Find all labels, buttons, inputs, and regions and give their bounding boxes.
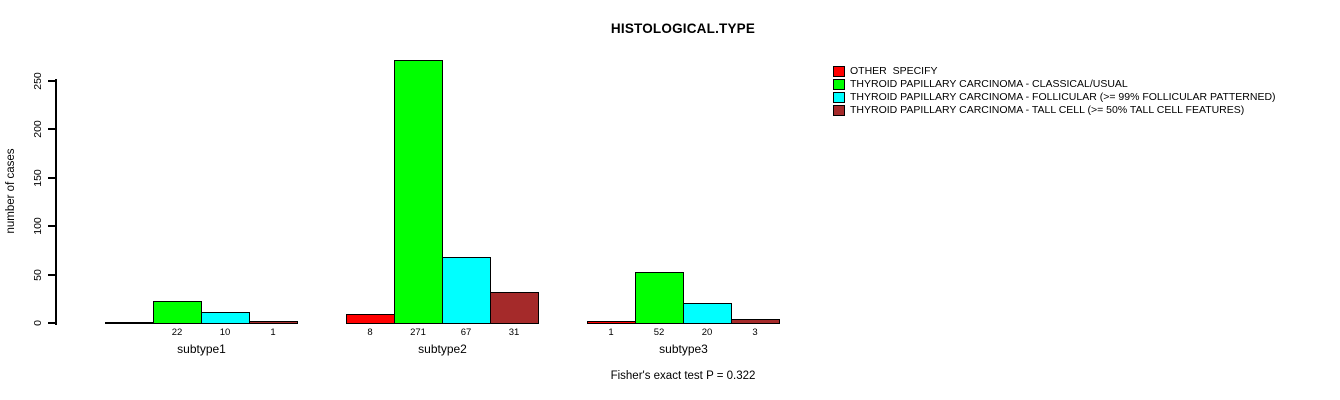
- legend-item: THYROID PAPILLARY CARCINOMA - TALL CELL …: [833, 104, 1276, 117]
- x-axis-group-label: subtype3: [659, 342, 708, 356]
- bar-value-label: 67: [460, 327, 472, 338]
- y-tick: [48, 225, 55, 227]
- bar-value-label: 52: [653, 327, 665, 338]
- y-tick: [48, 322, 55, 324]
- y-tick: [48, 177, 55, 179]
- bar: [442, 257, 491, 324]
- legend-swatch: [833, 105, 845, 116]
- bar-value-label: 1: [608, 327, 614, 338]
- bar-value-label: 1: [270, 327, 276, 338]
- bar-value-label: 31: [508, 327, 520, 338]
- bar: [201, 312, 250, 324]
- bar-value-label: 20: [701, 327, 713, 338]
- legend-swatch: [833, 66, 845, 77]
- chart-title: HISTOLOGICAL.TYPE: [610, 21, 756, 36]
- bar-value-label: 3: [752, 327, 758, 338]
- x-axis-group-label: subtype1: [177, 342, 226, 356]
- bar: [587, 321, 636, 324]
- bar: [394, 60, 443, 324]
- bar: [731, 319, 780, 324]
- y-tick: [48, 274, 55, 276]
- legend-item: OTHER SPECIFY: [833, 65, 1276, 78]
- bar: [635, 272, 684, 324]
- legend-swatch: [833, 92, 845, 103]
- legend: OTHER SPECIFY THYROID PAPILLARY CARCINOMA…: [833, 65, 1276, 117]
- bar: [346, 314, 395, 324]
- legend-label: THYROID PAPILLARY CARCINOMA - CLASSICAL/…: [850, 78, 1128, 90]
- bar: [490, 292, 539, 324]
- bar-value-label: 8: [367, 327, 373, 338]
- y-tick-label: 100: [32, 217, 44, 235]
- bar-value-label: 10: [219, 327, 231, 338]
- x-axis-group-label: subtype2: [418, 342, 467, 356]
- bar-value-label: 22: [171, 327, 183, 338]
- y-axis-line: [55, 79, 57, 325]
- y-tick-label: 250: [32, 72, 44, 90]
- y-tick-label: 200: [32, 120, 44, 138]
- legend-item: THYROID PAPILLARY CARCINOMA - CLASSICAL/…: [833, 78, 1276, 91]
- y-tick-label: 50: [32, 269, 44, 281]
- bar: [249, 321, 298, 324]
- y-axis-label: number of cases: [5, 148, 17, 234]
- y-tick-label: 0: [32, 320, 44, 326]
- y-tick: [48, 128, 55, 130]
- y-tick-label: 150: [32, 169, 44, 187]
- legend-label: THYROID PAPILLARY CARCINOMA - TALL CELL …: [850, 104, 1245, 116]
- legend-swatch: [833, 79, 845, 90]
- bar-value-label: 271: [410, 327, 426, 338]
- bar: [683, 303, 732, 324]
- legend-label: THYROID PAPILLARY CARCINOMA - FOLLICULAR…: [850, 91, 1276, 103]
- legend-item: THYROID PAPILLARY CARCINOMA - FOLLICULAR…: [833, 91, 1276, 104]
- y-tick: [48, 80, 55, 82]
- legend-label: OTHER SPECIFY: [850, 65, 938, 77]
- bar: [153, 301, 202, 324]
- fishers-test-pvalue: Fisher's exact test P = 0.322: [610, 370, 756, 382]
